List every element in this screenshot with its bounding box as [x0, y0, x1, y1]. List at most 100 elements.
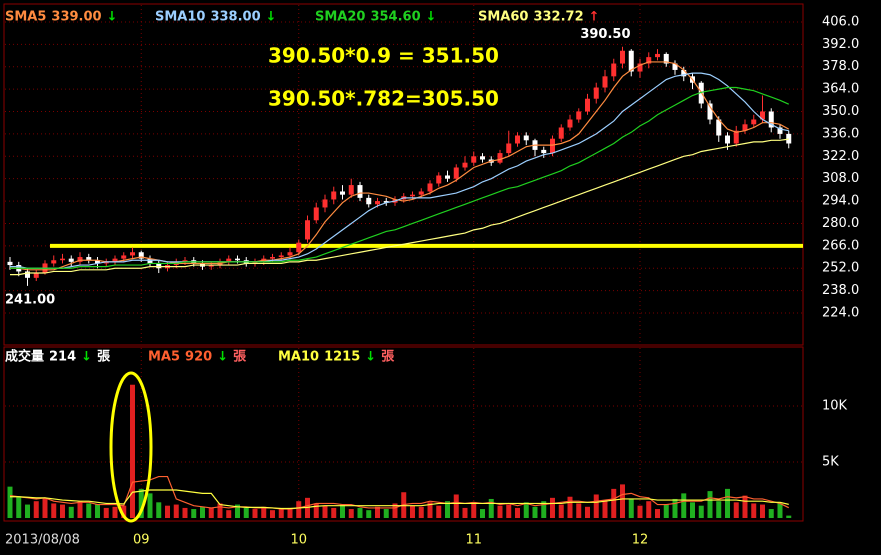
candle-body — [287, 252, 293, 256]
grid — [5, 5, 803, 520]
volume-bar — [760, 504, 765, 518]
volume-bar — [733, 502, 739, 518]
x-tick-label: 12 — [632, 533, 649, 548]
volume-bar — [620, 484, 625, 518]
volume-bar — [690, 502, 695, 518]
volume-bar — [593, 494, 599, 518]
candle-body — [86, 257, 92, 261]
x-tick-label: 11 — [465, 533, 482, 548]
volume-panel — [3, 346, 804, 522]
candle-body — [628, 50, 634, 72]
y-tick-label: 5K — [822, 455, 839, 470]
candle-body — [296, 242, 302, 253]
candle-body — [716, 119, 722, 136]
candle-body — [331, 191, 337, 200]
legend-text: 920 — [185, 350, 212, 365]
candle-body — [112, 258, 118, 262]
volume-bar — [278, 509, 284, 518]
legend-text: 332.72 — [533, 10, 583, 25]
legend-text: 354.60 — [370, 10, 420, 25]
y-tick-label: 392.0 — [822, 37, 859, 52]
volume-bar — [375, 506, 380, 518]
candle-body — [471, 156, 477, 163]
y-tick-label: 378.0 — [822, 59, 859, 74]
legend-text: SMA10 — [155, 10, 205, 25]
volume-bar — [602, 500, 608, 518]
volume-bar — [270, 510, 275, 518]
candle-body — [252, 261, 258, 264]
volume-bar — [287, 507, 293, 518]
candle-body — [576, 111, 582, 120]
candle-body — [7, 261, 13, 266]
volume-bar — [462, 507, 468, 518]
volume-bar — [366, 510, 372, 518]
volume-bar — [42, 497, 48, 518]
ma-line — [10, 86, 789, 269]
candle-body — [445, 175, 450, 179]
candle-body — [436, 175, 442, 184]
volume-bar — [357, 507, 363, 518]
candle-body — [786, 133, 792, 144]
candle-body — [410, 194, 415, 197]
y-tick-label: 308.0 — [822, 171, 859, 186]
volume-bar — [558, 504, 564, 518]
volume-bar — [637, 505, 643, 518]
candle-body — [340, 191, 345, 195]
candle-body — [25, 271, 30, 278]
volume-bar — [130, 384, 135, 518]
candle-body — [357, 185, 363, 198]
volume-bar — [698, 505, 704, 518]
legend-text: 張 — [381, 350, 395, 365]
volume-bar — [235, 504, 240, 518]
candle-body — [348, 185, 354, 195]
candle-body — [270, 257, 275, 259]
y-tick-label: 294.0 — [822, 194, 859, 209]
candle-body — [593, 87, 599, 99]
volume-bar — [567, 496, 573, 518]
candle-body — [506, 143, 512, 154]
candle-body — [725, 135, 730, 144]
volume-bar — [585, 506, 590, 518]
legend-text: ↓ — [217, 350, 228, 365]
volume-bar — [182, 507, 188, 518]
candle-body — [655, 53, 660, 58]
volume-bar — [611, 488, 617, 518]
legend-text: 張 — [233, 350, 247, 365]
candle-body — [742, 124, 748, 131]
candle-body — [130, 252, 135, 256]
candle-body — [567, 119, 573, 128]
volume-bar — [77, 501, 83, 518]
candle-body — [51, 260, 57, 264]
candle-body — [760, 111, 765, 120]
price-panel — [3, 3, 804, 346]
y-tick-label: 350.0 — [822, 104, 859, 119]
candle-body — [383, 201, 389, 203]
volume-bar — [515, 507, 520, 518]
candle-body — [60, 258, 65, 261]
candle-body — [637, 63, 643, 72]
candle-body — [278, 255, 284, 258]
candle-body — [182, 260, 188, 262]
volume-bar — [663, 504, 669, 518]
volume-bar — [340, 504, 345, 518]
candle-body — [480, 156, 485, 160]
volume-bar — [672, 498, 678, 518]
volume-bar — [25, 504, 30, 518]
candle-body — [427, 183, 433, 192]
legend-text: ↑ — [589, 10, 600, 25]
x-tick-label: 09 — [133, 533, 150, 548]
volume-bar — [165, 505, 170, 518]
candle-body — [121, 255, 127, 259]
volume-bar — [261, 506, 267, 518]
candle-body — [147, 258, 153, 264]
candle-body — [611, 63, 617, 77]
candle-body — [33, 273, 39, 278]
volume-bar — [725, 488, 730, 518]
candle-body — [462, 162, 468, 168]
candle-body — [138, 252, 144, 259]
volume-bar — [768, 509, 774, 518]
x-tick-label: 10 — [290, 533, 307, 548]
ma-line — [10, 61, 790, 271]
volume-bar — [173, 504, 179, 518]
annotation: 390.50*.782=305.50 — [268, 87, 499, 111]
